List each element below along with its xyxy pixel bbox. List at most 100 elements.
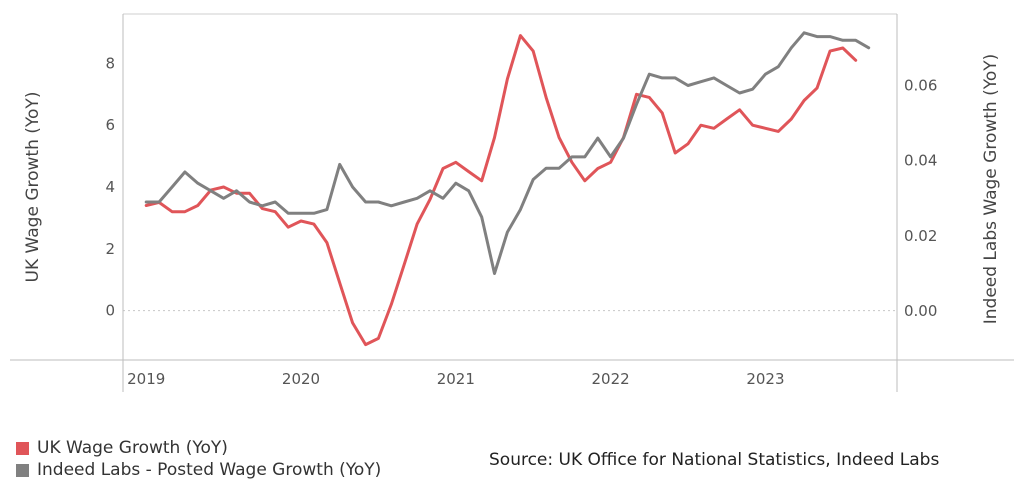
data-point-indeed-23 [441,197,445,200]
data-point-indeed-9 [261,204,264,207]
data-point-uk-28 [506,77,509,81]
data-point-uk-39 [648,96,651,99]
data-point-uk-16 [351,321,354,325]
data-point-uk-4 [196,204,199,207]
data-point-indeed-42 [686,84,690,87]
data-point-indeed-18 [377,200,380,204]
data-point-uk-0 [145,204,148,207]
data-point-uk-41 [674,151,677,155]
data-point-uk-2 [170,210,174,213]
data-point-uk-30 [532,49,535,53]
data-point-indeed-43 [699,80,703,83]
data-point-indeed-47 [751,88,754,91]
legend-swatch-grey [16,463,29,477]
data-point-uk-46 [738,108,741,112]
data-point-indeed-16 [351,185,354,189]
data-point-indeed-44 [712,76,716,80]
x-tick-label-2023: 2023 [746,370,784,388]
data-point-indeed-28 [506,230,509,234]
series-points-indeed-labs [145,31,870,275]
data-point-indeed-22 [428,189,432,192]
series-line-indeed-labs [144,31,871,275]
data-point-indeed-21 [415,197,419,200]
data-point-uk-42 [686,142,690,145]
data-point-uk-49 [777,130,780,133]
data-point-uk-24 [454,161,457,164]
data-point-indeed-35 [596,136,599,140]
legend-item-indeed-labs: Indeed Labs - Posted Wage Growth (YoY) [16,459,381,481]
data-point-indeed-36 [609,155,612,159]
data-point-indeed-13 [312,212,316,215]
source-note: Source: UK Office for National Statistic… [489,450,940,470]
data-point-indeed-25 [467,189,470,192]
y-left-tick-label-6: 6 [105,116,115,134]
y-left-tick-label-2: 2 [105,240,115,258]
data-point-uk-54 [841,46,844,50]
data-point-uk-9 [261,207,264,210]
data-point-indeed-24 [454,182,457,185]
y-left-axis-title: UK Wage Growth (YoY) [23,92,43,283]
data-point-uk-51 [802,99,806,102]
data-point-uk-23 [441,167,445,170]
data-point-uk-36 [609,161,612,164]
chart-canvas: 2019 2020 2021 2022 2023 0 2 4 6 8 0.00 0.02 0.04 0.0… [10,13,1014,392]
data-point-uk-15 [338,281,341,284]
x-tick-label-2021: 2021 [437,370,475,388]
legend-label-uk-wage-growth: UK Wage Growth (YoY) [37,438,228,458]
data-point-indeed-0 [145,200,148,204]
data-point-uk-53 [828,49,832,53]
data-point-uk-12 [299,219,303,223]
data-point-indeed-45 [725,84,728,87]
data-point-uk-19 [390,303,393,306]
data-point-indeed-53 [828,35,832,38]
data-point-indeed-12 [299,212,303,215]
data-point-uk-22 [428,198,432,201]
data-point-indeed-14 [325,208,329,211]
data-point-uk-32 [557,136,561,139]
data-point-indeed-26 [480,215,483,219]
y-right-tick-label-0.02: 0.02 [904,227,937,245]
data-point-uk-45 [725,117,728,121]
data-point-indeed-15 [338,163,341,166]
data-point-uk-44 [712,127,716,130]
data-point-indeed-33 [570,155,574,159]
x-tick-label-2019: 2019 [127,370,165,388]
data-point-uk-13 [312,222,316,226]
legend-item-uk-wage-growth: UK Wage Growth (YoY) [16,437,381,459]
data-point-indeed-51 [802,31,806,34]
data-point-uk-14 [325,241,329,244]
data-point-indeed-37 [622,136,625,140]
series-points-uk-wage-growth [145,34,857,346]
data-point-uk-26 [480,179,483,182]
x-tick-label-2020: 2020 [282,370,320,388]
x-tick-label-2022: 2022 [592,370,630,388]
data-point-uk-48 [764,127,767,130]
legend-swatch-red [16,441,29,455]
data-point-indeed-30 [532,178,535,181]
data-point-uk-6 [222,185,225,189]
data-point-uk-38 [635,93,638,96]
data-point-indeed-11 [287,212,290,215]
data-point-indeed-54 [841,39,844,42]
data-point-indeed-3 [183,170,187,174]
data-point-indeed-1 [157,200,161,204]
data-point-uk-50 [790,117,793,121]
data-point-indeed-46 [738,91,741,95]
data-point-indeed-41 [674,76,677,80]
legend-label-indeed-labs: Indeed Labs - Posted Wage Growth (YoY) [37,460,382,480]
data-point-uk-47 [751,124,754,127]
data-point-uk-11 [287,226,290,229]
data-point-uk-25 [467,170,470,173]
data-point-uk-43 [699,124,703,127]
data-point-uk-20 [403,263,406,266]
data-point-uk-35 [596,167,599,170]
data-point-uk-31 [544,96,548,99]
data-point-indeed-31 [544,167,548,170]
data-point-uk-33 [570,161,574,164]
data-point-indeed-29 [519,208,522,211]
data-point-uk-52 [815,86,819,90]
y-right-tick-label-0.06: 0.06 [904,76,937,94]
y-right-tick-label-0.00: 0.00 [904,302,937,320]
data-point-indeed-40 [661,76,664,80]
data-point-indeed-5 [209,189,212,192]
